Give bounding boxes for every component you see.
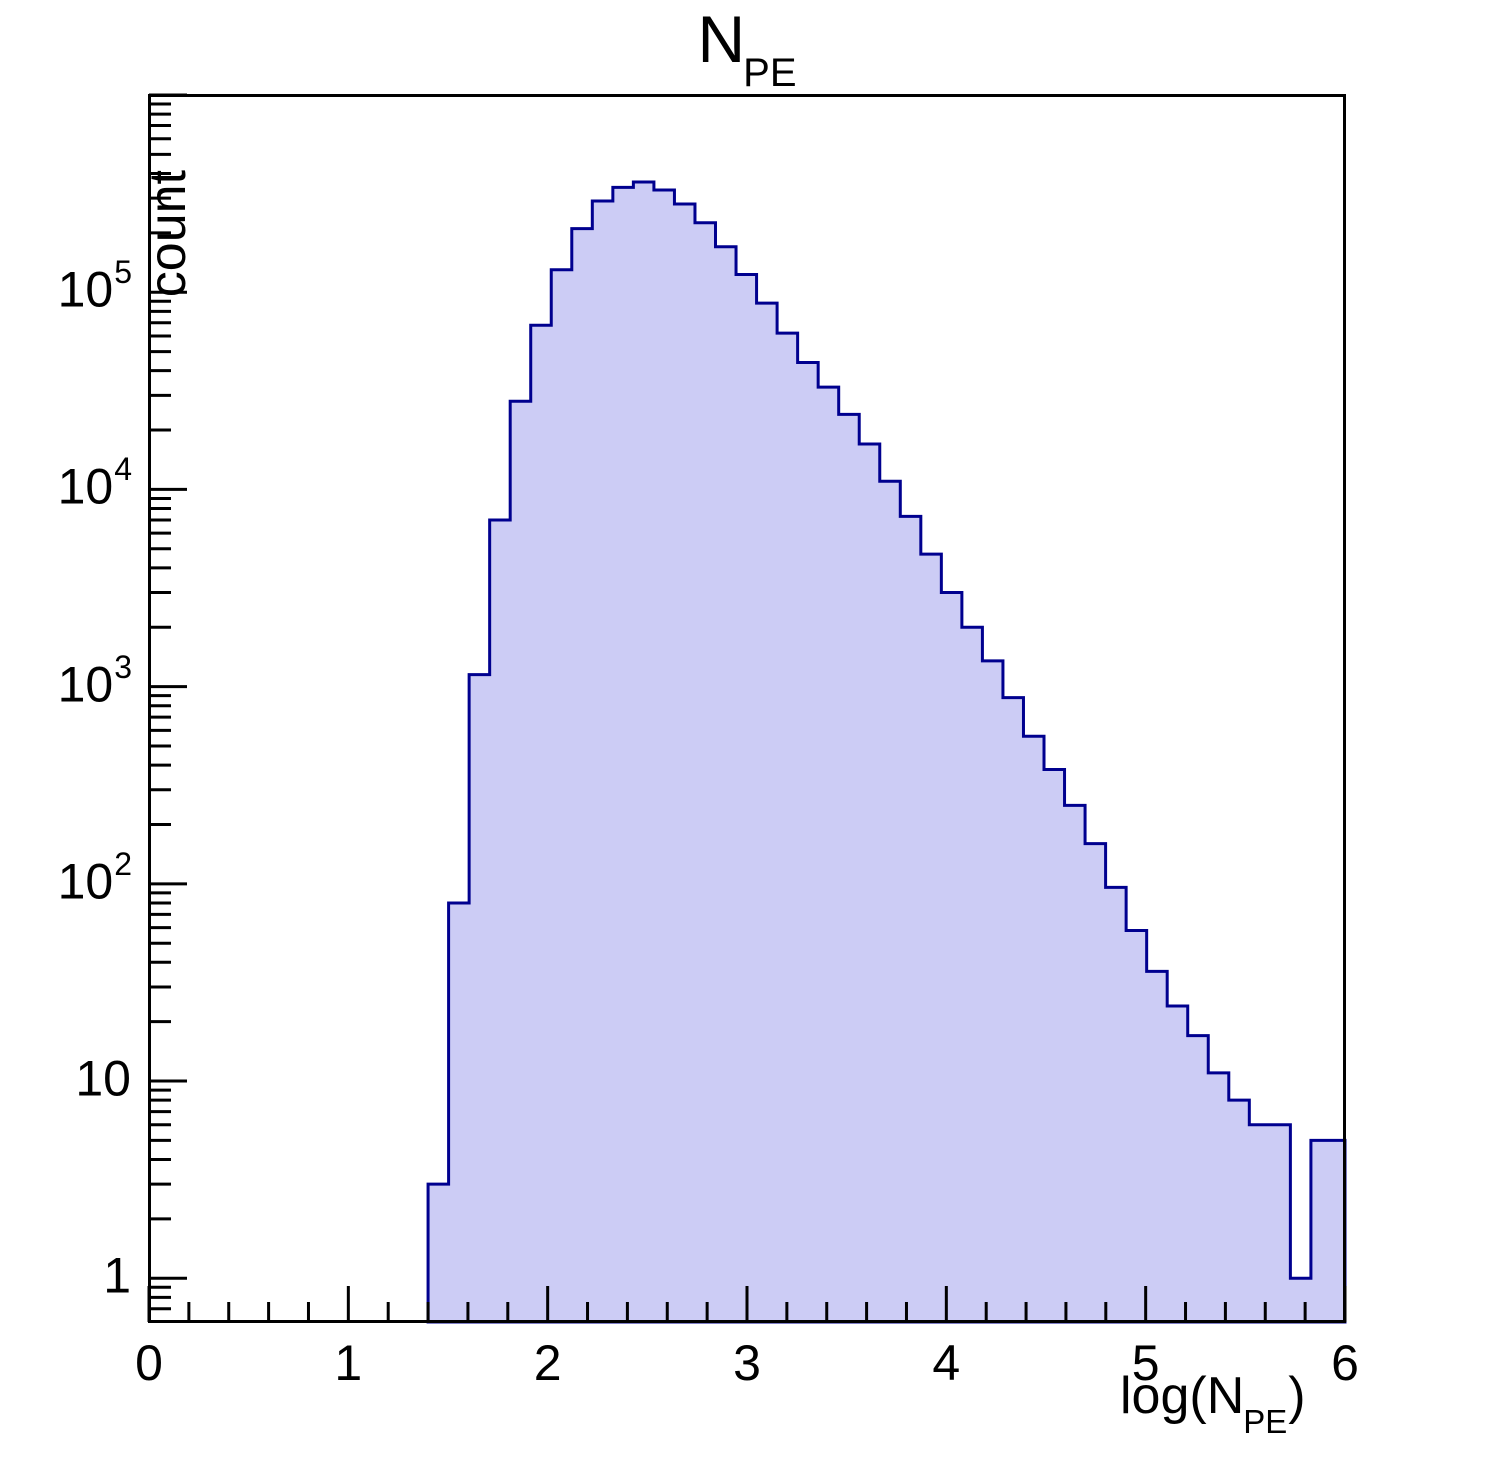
y-tick-mantissa: 10: [57, 261, 114, 318]
y-tick-exponent: 3: [114, 648, 132, 685]
axis-ticks: [147, 93, 1347, 1322]
x-axis-title-main: log(N: [1120, 1367, 1245, 1425]
y-tick-label: 102: [57, 848, 132, 910]
title-main: N: [697, 2, 746, 76]
y-tick-mantissa: 10: [57, 853, 114, 910]
x-tick-label: 5: [1131, 1335, 1160, 1391]
y-tick-label: 103: [57, 651, 132, 713]
plot-frame: [148, 94, 1346, 1323]
y-tick-label: 1: [103, 1248, 131, 1301]
y-tick-label: 105: [57, 256, 132, 318]
y-tick-mantissa: 10: [57, 459, 114, 516]
y-tick-mantissa: 1: [103, 1247, 131, 1304]
title-subscript: PE: [743, 51, 797, 96]
x-axis-title-close: ): [1288, 1367, 1306, 1425]
x-tick-label: 0: [135, 1335, 163, 1391]
y-tick-exponent: 5: [114, 254, 132, 291]
histogram-series: [426, 180, 1347, 1324]
page-title: NPE: [0, 6, 1496, 93]
x-tick-label: 4: [932, 1335, 961, 1391]
y-tick-exponent: 2: [114, 845, 132, 882]
x-tick-label: 2: [533, 1335, 562, 1391]
y-tick-exponent: 4: [114, 451, 132, 488]
x-axis-title: log(NPE): [1120, 1366, 1306, 1440]
x-tick-label: 3: [733, 1335, 761, 1391]
x-axis-title-subscript: PE: [1243, 1403, 1288, 1441]
histogram-outline: [426, 180, 1347, 1324]
y-tick-mantissa: 10: [57, 656, 114, 713]
x-tick-label: 1: [334, 1335, 363, 1391]
y-tick-mantissa: 10: [75, 1050, 131, 1107]
x-tick-label: 6: [1331, 1335, 1359, 1391]
y-tick-label: 104: [57, 453, 132, 516]
y-tick-label: 10: [75, 1051, 131, 1104]
